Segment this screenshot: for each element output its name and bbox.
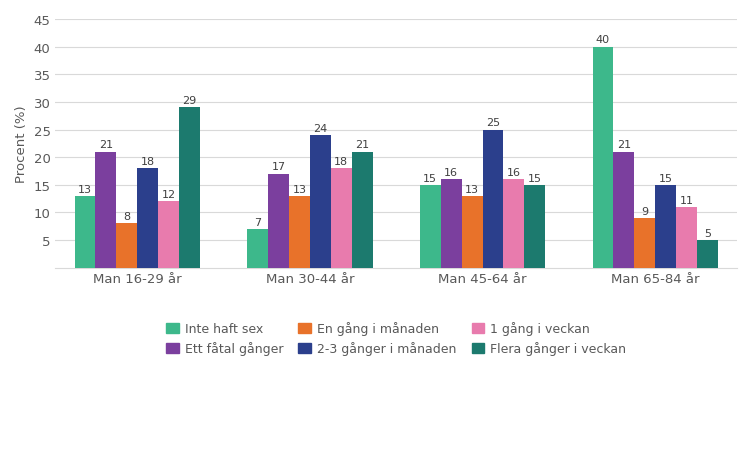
Text: 5: 5 bbox=[704, 228, 711, 238]
Text: 9: 9 bbox=[641, 206, 648, 216]
Text: 40: 40 bbox=[596, 35, 610, 45]
Text: 21: 21 bbox=[617, 140, 631, 150]
Text: 16: 16 bbox=[444, 168, 458, 178]
Bar bbox=[462, 196, 483, 268]
Bar bbox=[420, 185, 441, 268]
Text: 15: 15 bbox=[423, 173, 437, 183]
Bar bbox=[593, 47, 614, 268]
Text: 11: 11 bbox=[680, 195, 693, 205]
Bar bbox=[352, 152, 372, 268]
Bar bbox=[676, 207, 697, 268]
Bar bbox=[158, 202, 179, 268]
Bar bbox=[655, 185, 676, 268]
Text: 13: 13 bbox=[78, 184, 92, 194]
Text: 7: 7 bbox=[254, 217, 261, 227]
Text: 18: 18 bbox=[141, 156, 155, 166]
Text: 29: 29 bbox=[182, 96, 196, 106]
Text: 16: 16 bbox=[507, 168, 521, 178]
Text: 12: 12 bbox=[162, 190, 176, 200]
Text: 25: 25 bbox=[486, 118, 500, 128]
Bar bbox=[524, 185, 545, 268]
Bar bbox=[179, 108, 200, 268]
Bar bbox=[697, 240, 718, 268]
Text: 21: 21 bbox=[355, 140, 369, 150]
Text: 15: 15 bbox=[659, 173, 672, 183]
Bar bbox=[247, 230, 268, 268]
Y-axis label: Procent (%): Procent (%) bbox=[15, 105, 28, 183]
Bar bbox=[441, 180, 462, 268]
Text: 13: 13 bbox=[465, 184, 479, 194]
Bar bbox=[614, 152, 634, 268]
Text: 15: 15 bbox=[528, 173, 541, 183]
Text: 24: 24 bbox=[313, 124, 327, 133]
Bar bbox=[268, 175, 289, 268]
Bar bbox=[117, 224, 137, 268]
Bar bbox=[289, 196, 310, 268]
Bar bbox=[331, 169, 352, 268]
Text: 18: 18 bbox=[334, 156, 348, 166]
Text: 8: 8 bbox=[123, 212, 130, 222]
Text: 21: 21 bbox=[99, 140, 113, 150]
Bar bbox=[96, 152, 117, 268]
Bar bbox=[634, 218, 655, 268]
Legend: Inte haft sex, Ett fåtal gånger, En gång i månaden, 2-3 gånger i månaden, 1 gång: Inte haft sex, Ett fåtal gånger, En gång… bbox=[161, 317, 631, 360]
Bar bbox=[310, 136, 331, 268]
Bar bbox=[483, 130, 503, 268]
Text: 17: 17 bbox=[271, 162, 286, 172]
Bar bbox=[503, 180, 524, 268]
Bar bbox=[74, 196, 96, 268]
Text: 13: 13 bbox=[293, 184, 306, 194]
Bar bbox=[137, 169, 158, 268]
